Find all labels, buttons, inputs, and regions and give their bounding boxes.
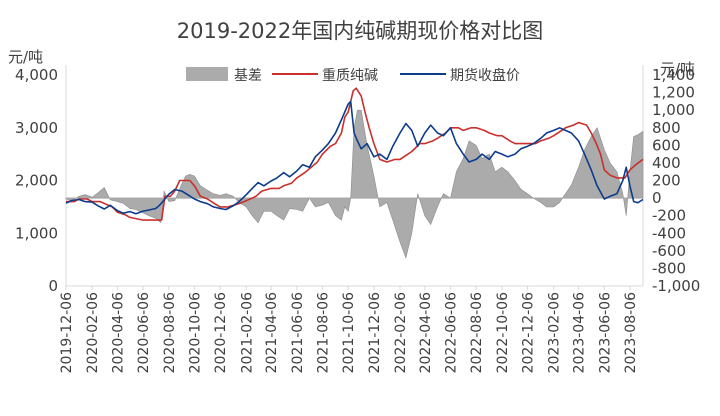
right-tick-label: -600 [652, 242, 686, 260]
right-tick-label: -200 [652, 207, 686, 225]
x-tick-label: 2021-02-06 [239, 292, 255, 373]
x-axis: 2019-12-06 2020-02-06 2020-04-06 2020-06-06… [59, 286, 639, 373]
x-tick-label: 2020-12-06 [213, 292, 229, 373]
left-tick-label: 2,000 [15, 172, 58, 190]
right-tick-label: -800 [652, 259, 686, 277]
x-tick-label: 2021-08-06 [315, 292, 331, 373]
right-tick-label: 0 [652, 189, 662, 207]
series-line-futures [65, 100, 644, 215]
left-tick-label: 4,000 [15, 66, 58, 84]
x-tick-label: 2019-12-06 [59, 292, 75, 373]
legend-label-basis: 基差 [234, 67, 262, 84]
x-tick-label: 2023-02-06 [547, 292, 563, 373]
left-tick-label: 0 [48, 277, 58, 295]
chart-title: 2019-2022年国内纯碱期现价格对比图 [177, 19, 543, 43]
x-tick-label: 2020-10-06 [187, 292, 203, 373]
right-tick-label: 600 [652, 136, 681, 154]
x-tick-label: 2021-10-06 [341, 292, 357, 373]
x-tick-label: 2021-04-06 [264, 292, 280, 373]
right-tick-label: 1,200 [652, 84, 695, 102]
right-tick-label: 400 [652, 154, 681, 172]
x-tick-label: 2023-04-06 [572, 292, 588, 373]
legend-label-spot: 重质纯碱 [322, 68, 378, 84]
x-tick-label: 2020-06-06 [136, 292, 152, 373]
left-y-axis: 0 1,000 2,000 3,000 4,000 [15, 66, 58, 295]
x-tick-label: 2022-10-06 [495, 292, 511, 373]
x-tick-label: 2021-12-06 [367, 292, 383, 373]
x-tick-label: 2020-08-06 [162, 292, 178, 373]
right-tick-label: 1,400 [652, 66, 695, 84]
x-tick-label: 2022-08-06 [469, 292, 485, 373]
left-tick-label: 1,000 [15, 224, 58, 242]
plot-area [65, 65, 644, 287]
right-tick-label: -400 [652, 224, 686, 242]
x-tick-label: 2023-08-06 [623, 292, 639, 373]
x-tick-label: 2021-06-06 [290, 292, 306, 373]
right-tick-label: -1,000 [652, 277, 700, 295]
right-tick-label: 200 [652, 172, 681, 190]
right-tick-label: 1,000 [652, 101, 695, 119]
x-tick-label: 2022-04-06 [418, 292, 434, 373]
x-tick-label: 2023-06-06 [597, 292, 613, 373]
legend-swatch-basis [186, 67, 228, 81]
series-line-spot [66, 87, 644, 221]
legend: 基差 重质纯碱 期货收盘价 [186, 67, 520, 84]
right-y-axis: -1,000-800-600-400-20002004006008001,000… [652, 66, 700, 295]
x-tick-label: 2020-02-06 [85, 292, 101, 373]
right-axis-unit: 元/吨 [660, 60, 695, 78]
right-tick-label: 800 [652, 119, 681, 137]
x-tick-label: 2020-04-06 [110, 292, 126, 373]
x-tick-label: 2022-06-06 [444, 292, 460, 373]
x-tick-label: 2022-12-06 [521, 292, 537, 373]
left-tick-label: 3,000 [15, 119, 58, 137]
legend-label-futures: 期货收盘价 [450, 67, 520, 84]
left-axis-unit: 元/吨 [8, 48, 43, 66]
x-tick-label: 2022-02-06 [393, 292, 409, 373]
